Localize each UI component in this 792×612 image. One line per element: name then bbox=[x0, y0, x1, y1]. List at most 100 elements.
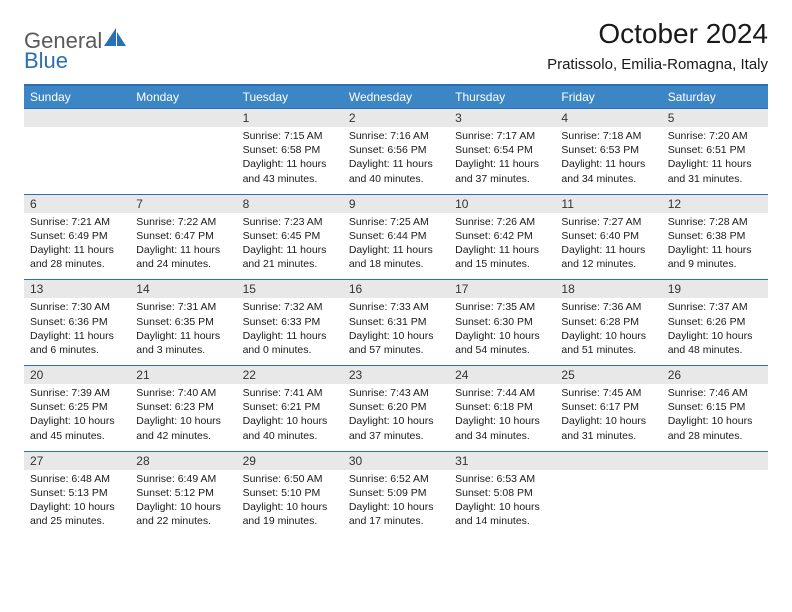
daylight-text: Daylight: 10 hours and 40 minutes. bbox=[243, 414, 337, 442]
day-number: 15 bbox=[237, 280, 343, 298]
sunset-text: Sunset: 6:23 PM bbox=[136, 400, 230, 414]
day-number: 11 bbox=[555, 195, 661, 213]
day-cell: 10Sunrise: 7:26 AMSunset: 6:42 PMDayligh… bbox=[449, 194, 555, 280]
sunrise-text: Sunrise: 6:52 AM bbox=[349, 472, 443, 486]
daylight-text: Daylight: 11 hours and 43 minutes. bbox=[243, 157, 337, 185]
day-number bbox=[24, 109, 130, 127]
day-cell: 24Sunrise: 7:44 AMSunset: 6:18 PMDayligh… bbox=[449, 366, 555, 452]
day-number: 16 bbox=[343, 280, 449, 298]
brand-name-2: Blue bbox=[24, 48, 68, 73]
day-body: Sunrise: 7:25 AMSunset: 6:44 PMDaylight:… bbox=[343, 213, 449, 280]
day-body: Sunrise: 7:23 AMSunset: 6:45 PMDaylight:… bbox=[237, 213, 343, 280]
dayhead-thu: Thursday bbox=[449, 85, 555, 109]
day-cell: 2Sunrise: 7:16 AMSunset: 6:56 PMDaylight… bbox=[343, 109, 449, 195]
daylight-text: Daylight: 10 hours and 31 minutes. bbox=[561, 414, 655, 442]
daylight-text: Daylight: 10 hours and 22 minutes. bbox=[136, 500, 230, 528]
sunset-text: Sunset: 5:13 PM bbox=[30, 486, 124, 500]
day-body: Sunrise: 7:21 AMSunset: 6:49 PMDaylight:… bbox=[24, 213, 130, 280]
day-number: 31 bbox=[449, 452, 555, 470]
day-cell: 16Sunrise: 7:33 AMSunset: 6:31 PMDayligh… bbox=[343, 280, 449, 366]
sunrise-text: Sunrise: 7:21 AM bbox=[30, 215, 124, 229]
day-cell: 15Sunrise: 7:32 AMSunset: 6:33 PMDayligh… bbox=[237, 280, 343, 366]
day-cell: 14Sunrise: 7:31 AMSunset: 6:35 PMDayligh… bbox=[130, 280, 236, 366]
daylight-text: Daylight: 11 hours and 28 minutes. bbox=[30, 243, 124, 271]
day-body: Sunrise: 7:26 AMSunset: 6:42 PMDaylight:… bbox=[449, 213, 555, 280]
day-body bbox=[130, 127, 236, 183]
day-cell: 28Sunrise: 6:49 AMSunset: 5:12 PMDayligh… bbox=[130, 451, 236, 536]
day-cell: 6Sunrise: 7:21 AMSunset: 6:49 PMDaylight… bbox=[24, 194, 130, 280]
daylight-text: Daylight: 10 hours and 19 minutes. bbox=[243, 500, 337, 528]
day-cell bbox=[24, 109, 130, 195]
sunset-text: Sunset: 6:53 PM bbox=[561, 143, 655, 157]
sunrise-text: Sunrise: 7:26 AM bbox=[455, 215, 549, 229]
dayhead-sun: Sunday bbox=[24, 85, 130, 109]
day-body: Sunrise: 7:32 AMSunset: 6:33 PMDaylight:… bbox=[237, 298, 343, 365]
daylight-text: Daylight: 11 hours and 3 minutes. bbox=[136, 329, 230, 357]
sail-icon bbox=[102, 26, 128, 48]
day-body: Sunrise: 7:45 AMSunset: 6:17 PMDaylight:… bbox=[555, 384, 661, 451]
week-row: 27 Sunrise: 6:48 AMSunset: 5:13 PM Dayligh… bbox=[24, 451, 768, 536]
day-number: 10 bbox=[449, 195, 555, 213]
sunset-text: Sunset: 6:35 PM bbox=[136, 315, 230, 329]
daylight-text: Daylight: 11 hours and 40 minutes. bbox=[349, 157, 443, 185]
day-cell: 5Sunrise: 7:20 AMSunset: 6:51 PMDaylight… bbox=[662, 109, 768, 195]
day-cell: 1Sunrise: 7:15 AMSunset: 6:58 PMDaylight… bbox=[237, 109, 343, 195]
sunrise-text: Sunrise: 7:27 AM bbox=[561, 215, 655, 229]
day-body bbox=[24, 127, 130, 183]
sunrise-text: Sunrise: 7:36 AM bbox=[561, 300, 655, 314]
day-number bbox=[130, 109, 236, 127]
sunset-text: Sunset: 6:17 PM bbox=[561, 400, 655, 414]
day-number: 27 bbox=[24, 452, 130, 470]
day-body: Sunrise: 7:18 AMSunset: 6:53 PMDaylight:… bbox=[555, 127, 661, 194]
sunrise-text: Sunrise: 6:48 AM bbox=[30, 472, 124, 486]
dayhead-wed: Wednesday bbox=[343, 85, 449, 109]
daylight-text: Daylight: 11 hours and 12 minutes. bbox=[561, 243, 655, 271]
day-number: 8 bbox=[237, 195, 343, 213]
day-cell: 11Sunrise: 7:27 AMSunset: 6:40 PMDayligh… bbox=[555, 194, 661, 280]
day-number: 9 bbox=[343, 195, 449, 213]
day-number: 23 bbox=[343, 366, 449, 384]
day-cell: 25Sunrise: 7:45 AMSunset: 6:17 PMDayligh… bbox=[555, 366, 661, 452]
sunset-text: Sunset: 6:31 PM bbox=[349, 315, 443, 329]
sunset-text: Sunset: 5:12 PM bbox=[136, 486, 230, 500]
sunrise-text: Sunrise: 7:28 AM bbox=[668, 215, 762, 229]
daylight-text: Daylight: 10 hours and 28 minutes. bbox=[668, 414, 762, 442]
sunset-text: Sunset: 6:38 PM bbox=[668, 229, 762, 243]
sunset-text: Sunset: 5:09 PM bbox=[349, 486, 443, 500]
brand-logo: General Blue bbox=[24, 26, 128, 74]
day-number: 17 bbox=[449, 280, 555, 298]
day-number: 28 bbox=[130, 452, 236, 470]
sunrise-text: Sunrise: 7:16 AM bbox=[349, 129, 443, 143]
daylight-text: Daylight: 11 hours and 34 minutes. bbox=[561, 157, 655, 185]
sunrise-text: Sunrise: 7:46 AM bbox=[668, 386, 762, 400]
daylight-text: Daylight: 11 hours and 37 minutes. bbox=[455, 157, 549, 185]
daylight-text: Daylight: 10 hours and 37 minutes. bbox=[349, 414, 443, 442]
day-cell: 19Sunrise: 7:37 AMSunset: 6:26 PMDayligh… bbox=[662, 280, 768, 366]
day-body: Sunrise: 7:27 AMSunset: 6:40 PMDaylight:… bbox=[555, 213, 661, 280]
dayhead-sat: Saturday bbox=[662, 85, 768, 109]
day-cell: 31Sunrise: 6:53 AMSunset: 5:08 PMDayligh… bbox=[449, 451, 555, 536]
day-cell bbox=[662, 451, 768, 536]
day-number bbox=[662, 452, 768, 470]
day-cell: 9Sunrise: 7:25 AMSunset: 6:44 PMDaylight… bbox=[343, 194, 449, 280]
daylight-text: Daylight: 10 hours and 17 minutes. bbox=[349, 500, 443, 528]
day-body: Sunrise: 6:49 AMSunset: 5:12 PMDaylight:… bbox=[130, 470, 236, 537]
sunset-text: Sunset: 6:21 PM bbox=[243, 400, 337, 414]
location: Pratissolo, Emilia-Romagna, Italy bbox=[547, 56, 768, 73]
daylight-text: Daylight: 11 hours and 9 minutes. bbox=[668, 243, 762, 271]
day-body: Sunrise: 7:20 AMSunset: 6:51 PMDaylight:… bbox=[662, 127, 768, 194]
sunset-text: Sunset: 6:58 PM bbox=[243, 143, 337, 157]
sunset-text: Sunset: 6:20 PM bbox=[349, 400, 443, 414]
daylight-text: Daylight: 10 hours and 51 minutes. bbox=[561, 329, 655, 357]
sunset-text: Sunset: 6:45 PM bbox=[243, 229, 337, 243]
day-body: Sunrise: 7:40 AMSunset: 6:23 PMDaylight:… bbox=[130, 384, 236, 451]
day-number: 29 bbox=[237, 452, 343, 470]
day-cell: 30Sunrise: 6:52 AMSunset: 5:09 PMDayligh… bbox=[343, 451, 449, 536]
sunset-text: Sunset: 6:40 PM bbox=[561, 229, 655, 243]
day-number: 5 bbox=[662, 109, 768, 127]
sunset-text: Sunset: 6:44 PM bbox=[349, 229, 443, 243]
day-body: Sunrise: 7:39 AMSunset: 6:25 PMDaylight:… bbox=[24, 384, 130, 451]
day-body: Sunrise: 7:35 AMSunset: 6:30 PMDaylight:… bbox=[449, 298, 555, 365]
day-cell: 21Sunrise: 7:40 AMSunset: 6:23 PMDayligh… bbox=[130, 366, 236, 452]
day-cell: 12Sunrise: 7:28 AMSunset: 6:38 PMDayligh… bbox=[662, 194, 768, 280]
